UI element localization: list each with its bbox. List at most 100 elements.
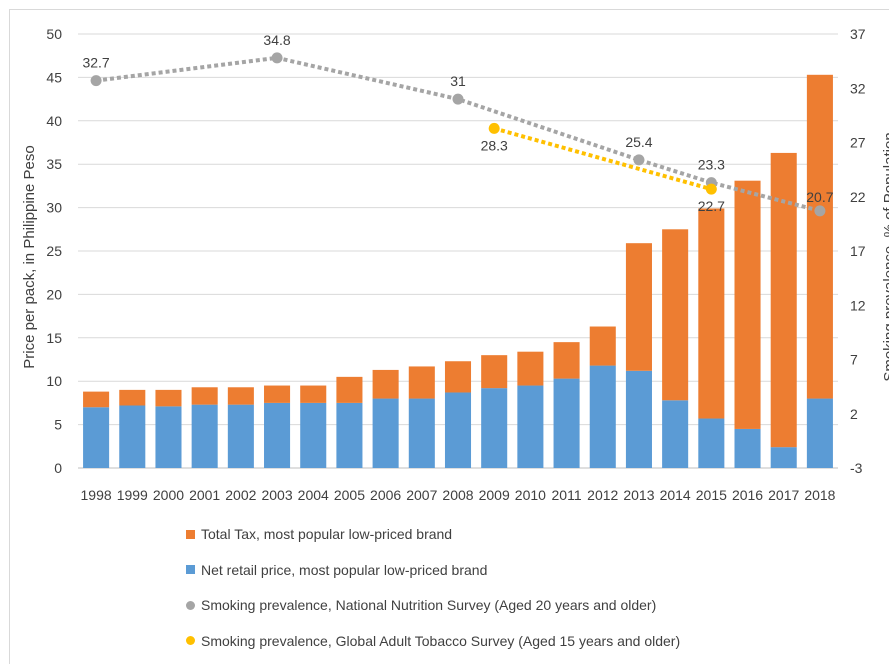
x-tick-label: 2014 [660, 487, 691, 503]
line-data-label: 22.7 [698, 198, 725, 214]
bar-total-tax [553, 342, 580, 379]
x-tick-label: 2018 [804, 487, 835, 503]
prevalence-lines: 32.7 34.8 31 25.4 23.3 20.7 28.3 22.7 [82, 32, 834, 217]
bar-net-retail-price [589, 365, 616, 468]
left-axis-ticks: 0 5 10 15 20 25 30 35 40 45 50 [46, 26, 62, 476]
bar-net-retail-price [155, 406, 182, 468]
x-tick-label: 2012 [587, 487, 618, 503]
bar-net-retail-price [372, 398, 399, 468]
y2-tick-label: 37 [850, 26, 866, 42]
bars [83, 74, 833, 468]
bar-total-tax [83, 391, 110, 408]
legend-marker-circle [186, 600, 195, 610]
bar-net-retail-price [119, 405, 146, 468]
line-data-label: 25.4 [625, 134, 652, 150]
x-tick-label: 2015 [696, 487, 727, 503]
bar-total-tax [698, 208, 725, 419]
x-tick-label: 2001 [189, 487, 220, 503]
bar-net-retail-price [481, 388, 508, 468]
y-tick-label: 5 [54, 417, 62, 433]
chart-frame [9, 9, 889, 664]
x-tick-label: 2005 [334, 487, 365, 503]
bar-net-retail-price [625, 370, 652, 468]
x-tick-label: 2008 [442, 487, 473, 503]
bar-total-tax [191, 387, 218, 405]
y-tick-label: 0 [54, 460, 62, 476]
x-tick-label: 2006 [370, 487, 401, 503]
bar-total-tax [372, 369, 399, 399]
line-data-label: 23.3 [698, 157, 725, 173]
bar-total-tax [625, 243, 652, 371]
bar-net-retail-price [191, 404, 218, 468]
bar-total-tax [481, 355, 508, 389]
y-tick-label: 25 [46, 243, 62, 259]
y-tick-label: 40 [46, 113, 62, 129]
y-tick-label: 50 [46, 26, 62, 42]
bar-net-retail-price [698, 418, 725, 468]
bar-total-tax [444, 361, 472, 393]
bar-total-tax [517, 351, 544, 386]
bar-net-retail-price [553, 378, 580, 468]
y2-tick-label: 2 [850, 406, 858, 422]
y2-axis-label: Smoking prevalence, % of Population [881, 132, 889, 381]
line-national-nutrition-survey [95, 55, 821, 213]
legend-item: Total Tax, most popular low-priced brand [186, 522, 680, 546]
x-tick-label: 2003 [261, 487, 292, 503]
legend-marker-circle [186, 636, 195, 645]
bar-total-tax [662, 229, 689, 401]
line-point [814, 205, 826, 217]
line-point [705, 183, 717, 195]
bar-net-retail-price [336, 402, 363, 468]
bar-total-tax [264, 385, 291, 403]
bar-total-tax [770, 152, 797, 448]
x-tick-label: 1999 [117, 487, 148, 503]
y2-tick-label: 32 [850, 80, 866, 96]
bar-total-tax [408, 366, 435, 399]
bar-net-retail-price [662, 400, 689, 468]
x-tick-label: 2016 [732, 487, 763, 503]
line-point [488, 122, 500, 134]
x-axis-ticks: 1998 1999 2000 2001 2002 2003 2004 2005 2006 2007… [81, 487, 836, 503]
line-data-label: 20.7 [806, 189, 833, 205]
legend-label: Smoking prevalence, National Nutrition S… [201, 597, 657, 613]
x-tick-label: 2013 [623, 487, 654, 503]
legend-label: Smoking prevalence, Global Adult Tobacco… [201, 632, 681, 649]
bar-net-retail-price [734, 428, 761, 468]
x-tick-label: 2000 [153, 487, 184, 503]
bar-net-retail-price [227, 404, 254, 468]
y-axis-label: Price per pack, in Philippine Peso [21, 145, 38, 368]
bar-net-retail-price [806, 398, 833, 468]
y2-tick-label: 12 [850, 297, 866, 313]
x-tick-label: 2009 [479, 487, 510, 503]
legend-label: Total Tax, most popular low-priced brand [201, 526, 453, 542]
bar-total-tax [734, 180, 761, 429]
legend: Total Tax, most popular low-priced brand… [186, 522, 680, 664]
bar-total-tax [155, 389, 182, 407]
x-tick-label: 2011 [552, 487, 582, 503]
y2-tick-label: 27 [850, 135, 866, 151]
legend-label: Net retail price, most popular low-price… [201, 561, 488, 578]
bar-net-retail-price [408, 398, 435, 468]
bar-net-retail-price [300, 402, 327, 468]
line-data-label: 31 [450, 73, 466, 89]
y-tick-label: 45 [46, 69, 62, 85]
bar-total-tax [227, 387, 254, 405]
bar-total-tax [336, 376, 363, 403]
legend-item: Smoking prevalence, National Nutrition S… [186, 593, 680, 617]
x-tick-label: 2004 [298, 487, 329, 503]
legend-marker-square [186, 529, 195, 539]
bar-total-tax [806, 74, 833, 399]
x-tick-label: 1998 [81, 487, 112, 503]
x-tick-label: 2002 [225, 487, 256, 503]
y-tick-label: 30 [46, 200, 62, 216]
line-point [90, 75, 102, 87]
line-data-label: 32.7 [82, 55, 109, 71]
legend-item: Net retail price, most popular low-price… [186, 558, 680, 582]
y-tick-label: 35 [46, 156, 62, 172]
line-point [452, 93, 464, 105]
x-tick-label: 2010 [515, 487, 546, 503]
bar-net-retail-price [264, 402, 291, 468]
bar-net-retail-price [83, 407, 110, 468]
